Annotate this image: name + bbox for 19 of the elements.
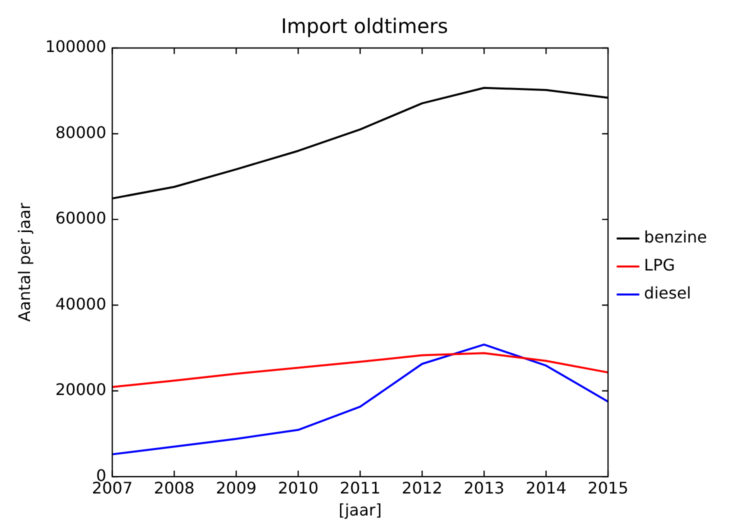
legend-label: LPG bbox=[644, 256, 675, 275]
legend-label: diesel bbox=[644, 284, 692, 303]
legend-label: benzine bbox=[644, 228, 707, 247]
x-tick-label: 2011 bbox=[340, 478, 381, 498]
y-tick-label: 80000 bbox=[55, 122, 106, 142]
x-axis-title: [jaar] bbox=[338, 500, 382, 520]
x-tick-label: 2008 bbox=[154, 478, 195, 498]
y-axis-title: Aantal per jaar bbox=[14, 202, 34, 322]
x-tick-label: 2013 bbox=[464, 478, 504, 498]
x-tick-label: 2009 bbox=[216, 478, 257, 498]
x-tick-label: 2015 bbox=[588, 478, 628, 498]
y-tick-label: 100000 bbox=[45, 37, 106, 56]
x-tick-label: 2014 bbox=[526, 478, 566, 498]
x-tick-label: 2010 bbox=[278, 478, 319, 498]
y-tick-label: 40000 bbox=[55, 294, 106, 314]
y-tick-label: 60000 bbox=[55, 208, 106, 228]
chart-title: Import oldtimers bbox=[280, 14, 448, 38]
x-tick-label: 2012 bbox=[402, 478, 442, 498]
y-tick-label: 20000 bbox=[55, 380, 106, 400]
